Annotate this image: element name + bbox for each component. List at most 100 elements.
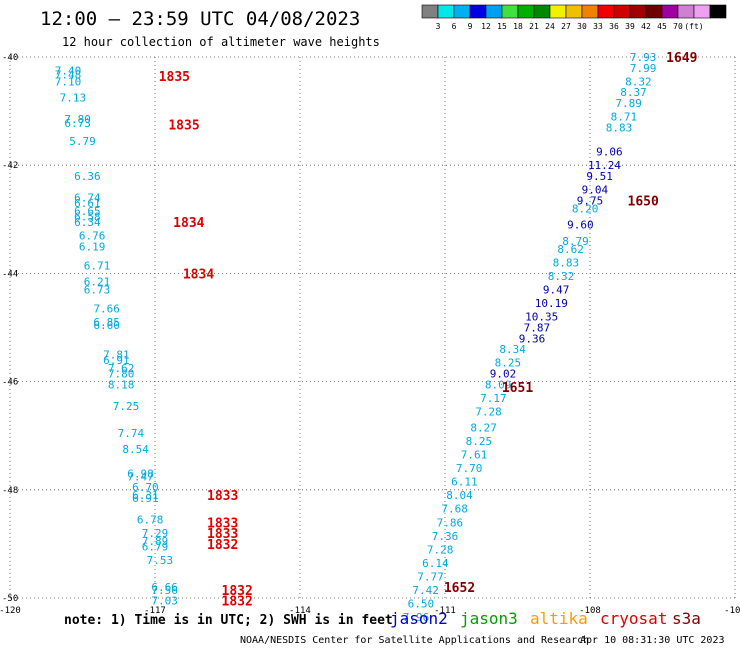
swh-value-cryosat: 7.74 — [118, 427, 145, 440]
colorbar-label: 42 — [641, 22, 651, 31]
colorbar-label: 36 — [609, 22, 619, 31]
footer-credit: NOAA/NESDIS Center for Satellite Applica… — [240, 635, 590, 646]
page-subtitle: 12 hour collection of altimeter wave hei… — [62, 35, 380, 49]
swh-value-cryosat: 6.60 — [93, 319, 120, 332]
swh-value-cryosat: 7.81 — [103, 349, 130, 362]
colorbar-label: 70 — [673, 22, 683, 31]
legend-altika: altika — [530, 609, 588, 628]
swh-value-s3a: 11.24 — [588, 159, 621, 172]
colorbar-swatch — [469, 4, 487, 19]
colorbar-swatch — [709, 4, 727, 19]
colorbar-swatch — [581, 4, 599, 19]
swh-value-cryosat: 7.48 — [55, 68, 82, 81]
colorbar-label: 12 — [481, 22, 491, 31]
x-tick-label: -120 — [0, 606, 21, 616]
colorbar-label: 15 — [497, 22, 507, 31]
swh-value-cryosat: 7.89 — [615, 97, 642, 110]
time-label: 1649 — [666, 51, 697, 66]
swh-value-cryosat: 6.71 — [84, 259, 111, 272]
swh-value-cryosat: 6.19 — [79, 240, 106, 253]
swh-value-cryosat: 7.93 — [630, 51, 657, 64]
colorbar-swatch — [485, 4, 503, 19]
colorbar-swatch — [677, 4, 695, 19]
y-tick-label: -46 — [2, 378, 18, 388]
swh-value-cryosat: 7.96 — [403, 611, 430, 624]
swh-value-cryosat: 7.28 — [475, 405, 502, 418]
swh-value-cryosat: 8.83 — [553, 257, 580, 270]
swh-value-cryosat: 7.80 — [64, 113, 91, 126]
time-label: 1835 — [159, 70, 190, 85]
swh-value-cryosat: 7.53 — [147, 554, 174, 567]
colorbar-swatch — [453, 4, 471, 19]
swh-value-cryosat: 7.40 — [55, 65, 82, 78]
swh-value-s3a: 9.36 — [519, 332, 546, 345]
x-tick-label: -108 — [579, 606, 601, 616]
swh-value-cryosat: 7.80 — [108, 367, 135, 380]
swh-value-cryosat: 6.21 — [84, 276, 111, 289]
swh-value-s3a: 10.19 — [535, 297, 568, 310]
swh-value-cryosat: 6.61 — [74, 197, 101, 210]
colorbar-swatch — [517, 4, 535, 19]
swh-value-cryosat: 6.98 — [127, 468, 154, 481]
swh-value-cryosat: 8.32 — [548, 270, 575, 283]
swh-value-cryosat: 6.50 — [408, 597, 435, 610]
swh-value-cryosat: 7.70 — [456, 462, 483, 475]
swh-value-cryosat: 8.20 — [572, 202, 599, 215]
legend-jason2: jason2 — [390, 609, 448, 628]
swh-value-cryosat: 8.04 — [446, 489, 473, 502]
swh-value-cryosat: 8.83 — [606, 121, 633, 134]
swh-value-cryosat: 6.14 — [422, 557, 449, 570]
swh-value-cryosat: 7.66 — [93, 303, 120, 316]
swh-value-s3a: 9.60 — [567, 219, 594, 232]
colorbar-label: 6 — [452, 22, 457, 31]
swh-value-cryosat: 6.66 — [151, 581, 178, 594]
swh-value-cryosat: 6.34 — [74, 216, 101, 229]
time-label: 1834 — [183, 267, 214, 282]
x-tick-label: -111 — [434, 606, 456, 616]
swh-value-cryosat: 7.10 — [55, 75, 82, 88]
y-tick-label: -40 — [2, 53, 18, 63]
colorbar-label: (ft) — [684, 22, 703, 31]
plot-grid — [9, 56, 736, 599]
colorbar-label: 24 — [545, 22, 555, 31]
swh-value-cryosat: 7.68 — [441, 503, 468, 516]
swh-value-cryosat: 7.89 — [142, 535, 169, 548]
time-label: 1650 — [628, 194, 659, 209]
swh-value-cryosat: 8.25 — [466, 435, 493, 448]
legend-s3a: s3a — [672, 609, 701, 628]
swh-value-cryosat: 7.62 — [108, 362, 135, 375]
legend-cryosat: cryosat — [600, 609, 667, 628]
time-label: 1833 — [207, 489, 238, 504]
swh-value-s3a: 9.04 — [582, 184, 609, 197]
colorbar-swatch — [533, 4, 551, 19]
swh-value-cryosat: 6.70 — [132, 481, 159, 494]
colorbar-label: 3 — [436, 22, 441, 31]
swh-value-cryosat: 8.62 — [557, 243, 584, 256]
time-label: 1833 — [207, 527, 238, 542]
time-label: 1835 — [168, 119, 199, 134]
swh-value-cryosat: 7.86 — [437, 516, 464, 529]
y-tick-label: -48 — [2, 486, 18, 496]
footer-note: note: 1) Time is in UTC; 2) SWH is in fe… — [64, 613, 393, 628]
swh-value-cryosat: 7.29 — [142, 527, 169, 540]
swh-value-s3a: 9.02 — [490, 367, 517, 380]
swh-value-cryosat: 8.25 — [495, 357, 522, 370]
colorbar-label: 39 — [625, 22, 635, 31]
x-tick-label: -117 — [144, 606, 166, 616]
swh-value-cryosat: 6.79 — [142, 541, 169, 554]
swh-value-cryosat: 7.61 — [461, 449, 488, 462]
swh-value-cryosat: 8.32 — [625, 75, 652, 88]
swh-value-cryosat: 6.78 — [137, 514, 164, 527]
colorbar-swatch — [645, 4, 663, 19]
swh-value-cryosat: 6.74 — [74, 192, 101, 205]
swh-value-s3a: 10.35 — [525, 311, 558, 324]
swh-value-cryosat: 8.18 — [108, 378, 135, 391]
y-tick-label: -42 — [2, 161, 18, 171]
colorbar-label: 45 — [657, 22, 667, 31]
time-label: 1832 — [222, 595, 253, 610]
swh-value-cryosat: 7.17 — [480, 392, 507, 405]
time-label: 1651 — [502, 381, 533, 396]
swh-value-cryosat: 6.31 — [132, 489, 159, 502]
colorbar-swatch — [437, 4, 455, 19]
